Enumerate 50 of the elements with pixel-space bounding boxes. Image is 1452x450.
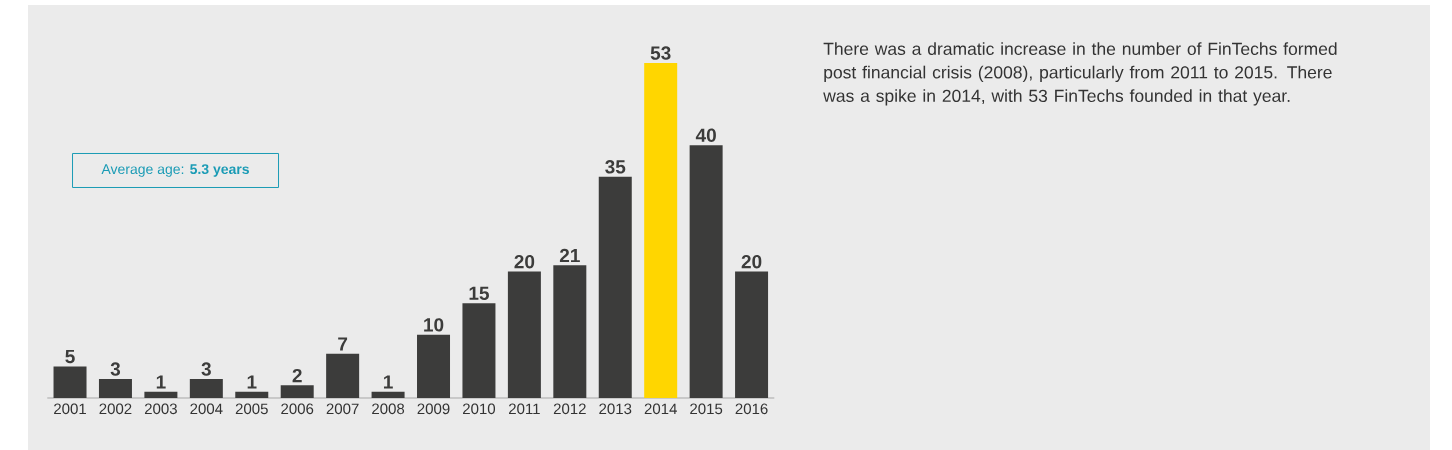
data-label: 15 [469, 286, 489, 300]
x-tick-label: 2001 [54, 403, 86, 415]
bar [417, 334, 451, 398]
bar [53, 366, 87, 398]
x-tick-label: 2003 [144, 403, 177, 415]
x-tick-label: 2013 [599, 403, 632, 415]
data-label: 1 [383, 375, 393, 389]
x-tick-label: 2012 [553, 403, 586, 415]
data-label: 3 [201, 362, 211, 376]
x-tick-label: 2006 [281, 403, 314, 415]
bar [507, 271, 541, 398]
data-label: 3 [110, 362, 121, 376]
data-label: 5 [65, 349, 75, 364]
x-tick-label: 2010 [463, 403, 496, 415]
bar [144, 391, 178, 398]
bar [644, 63, 678, 398]
bar [280, 385, 314, 398]
bar [189, 379, 223, 398]
x-tick-label: 2015 [690, 403, 723, 415]
annotation: Average age: 5.3 years [101, 164, 249, 177]
bar [235, 391, 269, 398]
data-label: 20 [514, 254, 535, 269]
x-tick-label: 2014 [644, 403, 677, 415]
data-label: 10 [424, 318, 444, 332]
x-tick-label: 2016 [735, 403, 768, 415]
x-tick-label: 2009 [417, 403, 450, 415]
bar [98, 379, 132, 398]
bar [598, 176, 632, 398]
data-label: 7 [338, 337, 348, 351]
bar [553, 265, 587, 398]
x-tick-label: 2004 [190, 403, 223, 415]
x-tick-label: 2002 [99, 403, 132, 415]
bar [371, 391, 405, 398]
data-label: 21 [559, 248, 580, 263]
bar [462, 303, 496, 398]
bar [326, 353, 360, 398]
data-label: 53 [650, 46, 671, 60]
data-label: 35 [605, 160, 626, 174]
data-label: 1 [247, 375, 257, 389]
bar [735, 271, 769, 398]
data-label: 40 [695, 128, 716, 142]
bar [689, 145, 723, 398]
data-label: 2 [292, 368, 302, 383]
x-tick-label: 2005 [235, 403, 268, 415]
x-tick-label: 2008 [372, 403, 405, 415]
text: There was a dramatic increase in the number of FinTechs formed post financial crisis (2008), particularly from 2011 to 2015. There was a spike in 2014, with 53 FinTechs founded in that year. [823, 42, 1337, 106]
x-tick-label: 2011 [509, 403, 540, 415]
data-label: 20 [741, 254, 762, 269]
x-tick-label: 2007 [326, 403, 359, 415]
data-label: 1 [156, 375, 166, 389]
